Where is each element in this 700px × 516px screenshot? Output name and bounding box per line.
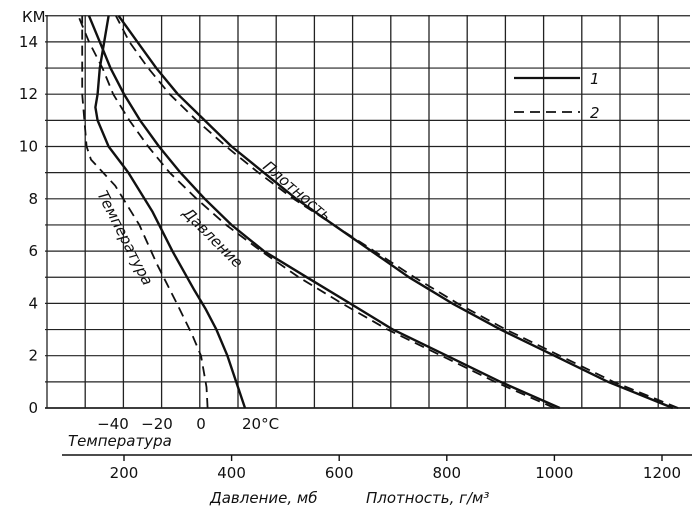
curves <box>78 16 678 408</box>
pressure-density-tick-label: 400 <box>217 464 246 482</box>
y-unit-label: КМ <box>22 8 46 26</box>
y-tick-labels: 0 2 4 6 8 10 12 14 <box>19 33 38 417</box>
temperature-tick-label: −20 <box>141 415 173 433</box>
y-tick-label: 4 <box>28 294 38 312</box>
y-tick-label: 12 <box>19 85 38 103</box>
y-tick-label: 0 <box>28 399 38 417</box>
pressure-density-tick-label: 800 <box>432 464 461 482</box>
pressure-density-tick-label: 1000 <box>535 464 573 482</box>
temperature-tick-label: 0 <box>196 415 206 433</box>
pressure-density-tick-label: 1200 <box>643 464 681 482</box>
density-axis-title: Плотность, г/м³ <box>366 489 489 507</box>
temperature-tick-label: −40 <box>97 415 129 433</box>
temperature-tick-labels: −40 −20 0 <box>97 415 206 433</box>
pressure-axis-title: Давление, мб <box>209 489 317 507</box>
y-tick-label: 14 <box>19 33 38 51</box>
pressure-density-tick-label: 600 <box>325 464 354 482</box>
curve-label-density: Плотность <box>259 157 335 225</box>
temperature-axis-title: Температура <box>68 432 172 450</box>
legend-label-1: 1 <box>590 70 600 88</box>
curve-label-pressure: Давление <box>178 203 246 271</box>
legend-label-2: 2 <box>590 104 600 122</box>
pressure-density-tick-label: 200 <box>110 464 139 482</box>
legend: 1 2 <box>514 70 600 122</box>
y-tick-label: 8 <box>28 190 38 208</box>
y-tick-label: 2 <box>28 347 38 365</box>
y-tick-label: 10 <box>19 138 38 156</box>
y-tick-label: 6 <box>28 242 38 260</box>
temperature-unit-tick: 20°C <box>242 415 279 433</box>
pressure-density-tick-labels: 200 400 600 800 1000 1200 <box>110 455 681 482</box>
